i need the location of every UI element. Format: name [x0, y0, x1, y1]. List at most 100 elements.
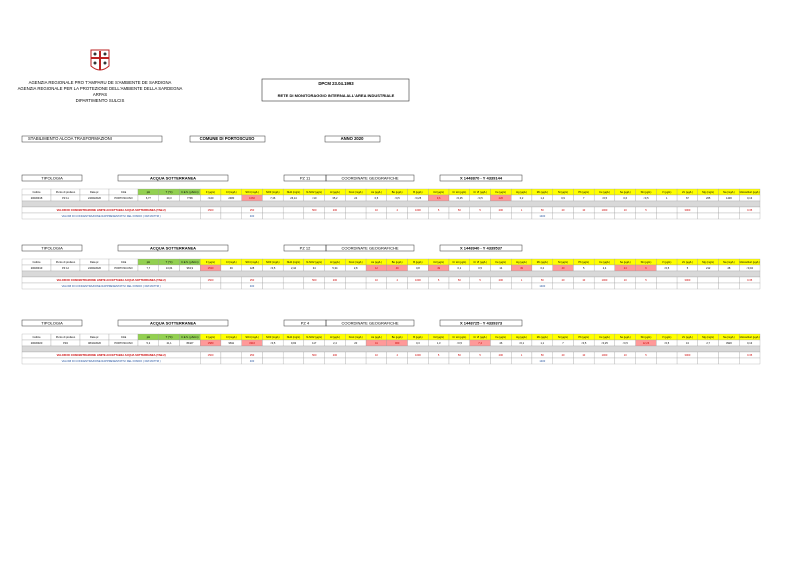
column-header: C.E.S. (µS/cm) — [181, 335, 198, 339]
background-value-cell — [635, 212, 657, 220]
background-value-cell — [303, 282, 325, 290]
column-header: Mg (mg/L) — [702, 335, 714, 339]
column-header: Mn (µg/L) — [537, 335, 548, 339]
background-value: 1400 — [539, 214, 545, 218]
info-cell — [324, 135, 381, 143]
column-header: Cu (µg/L) — [599, 335, 610, 339]
column-header: B (µg/L) — [413, 335, 422, 339]
limit-value: 5 — [438, 208, 440, 212]
column-header: Sb (µg/L) — [641, 260, 652, 264]
background-value-cell — [220, 282, 242, 290]
background-value-cell — [573, 357, 595, 365]
type: ACQUA SOTTERRANEA — [150, 175, 196, 180]
column-header: Zn (µg/L) — [682, 190, 693, 194]
background-value-cell — [490, 357, 512, 365]
limit-value: 200 — [333, 208, 338, 212]
column-header: Città — [121, 335, 127, 339]
limit-value: 3000 — [685, 353, 691, 357]
coords-cell — [439, 174, 523, 182]
limit-value: 10 — [582, 208, 585, 212]
column-header: Cl (mg/L) — [226, 335, 237, 339]
background-value: 400 — [250, 214, 255, 218]
background-value-cell — [282, 282, 305, 290]
background-value-cell — [303, 212, 325, 220]
value: 9,93 — [291, 341, 297, 345]
limit-value: 0.35 — [747, 353, 753, 357]
column-header: Na (mg/L) — [723, 335, 735, 339]
column-header: Cr VI (µg/L) — [473, 260, 487, 264]
column-header: Ni (µg/L) — [558, 335, 568, 339]
column-header: Be (µg/L) — [392, 260, 403, 264]
limit-value: 1500 — [208, 353, 214, 357]
value: 7,7 — [147, 266, 151, 270]
limit-value-cell — [345, 351, 367, 359]
value: 7 — [583, 196, 585, 200]
background-value-cell — [490, 212, 512, 220]
value: <10 — [312, 196, 317, 200]
background-value-cell — [676, 282, 698, 290]
value: PZ4 — [63, 341, 68, 345]
column-header: Se (µg/L) — [620, 190, 631, 194]
background-value-cell — [428, 357, 450, 365]
limit-value: 3000 — [685, 278, 691, 282]
limit-value-cell — [656, 276, 678, 284]
value: 5,34 — [332, 266, 338, 270]
column-header: V (µg/L) — [662, 190, 671, 194]
background-value-cell — [407, 212, 429, 220]
limit-value: 50 — [458, 353, 461, 357]
background-value-cell — [697, 282, 719, 290]
value: 3920 — [726, 341, 732, 345]
background-value-cell — [386, 212, 408, 220]
background-value-cell — [552, 282, 574, 290]
background-value: 400 — [250, 359, 255, 363]
value: <0,04 — [746, 266, 753, 270]
column-header: N-tot (mg/L) — [349, 335, 363, 339]
limit-value-cell — [697, 351, 719, 359]
title-box — [261, 78, 410, 102]
background-value-cell — [593, 212, 616, 220]
limit-value: 1000 — [602, 208, 608, 212]
column-header: T (°C) — [166, 260, 173, 264]
limit-value: 200 — [333, 278, 338, 282]
value: 0,6 — [623, 196, 627, 200]
limit-value-cell — [282, 206, 305, 214]
background-value-cell — [345, 282, 367, 290]
column-header: V (µg/L) — [662, 335, 671, 339]
column-header: Data pr. — [90, 260, 99, 264]
limit-value-cell — [262, 206, 284, 214]
limit-value-cell — [220, 276, 242, 284]
limit-value: 5 — [438, 278, 440, 282]
coords-cell — [439, 244, 523, 252]
column-header: Al (µg/L) — [330, 335, 340, 339]
column-header: Fe (µg/L) — [496, 335, 507, 339]
coords: X 1448725 - Y 4339373 — [460, 320, 503, 325]
background-value-cell — [697, 357, 719, 365]
limit-value: 200 — [333, 353, 338, 357]
column-header: Mn (µg/L) — [537, 260, 548, 264]
value: 1430 — [726, 196, 732, 200]
coord-label: COORDINATE GEOGRAFICHE — [341, 245, 398, 250]
background-value-cell — [469, 357, 491, 365]
background-value-cell — [345, 357, 367, 365]
value: 1530 — [208, 266, 214, 270]
limit-value: 5 — [479, 208, 481, 212]
background-value-cell — [718, 212, 740, 220]
coord-label-cell — [325, 319, 415, 327]
background-value-cell — [573, 282, 595, 290]
column-header: NO3 (mg/L) — [266, 260, 280, 264]
column-header: Pb (µg/L) — [578, 260, 589, 264]
column-header: Mg (mg/L) — [702, 190, 714, 194]
value: 6 — [645, 266, 647, 270]
background-value-cell — [324, 357, 346, 365]
column-header: Cd (µg/L) — [433, 190, 444, 194]
background-value-cell — [552, 357, 574, 365]
limit-value: 50 — [541, 353, 544, 357]
value: 0,1 — [458, 266, 462, 270]
column-header: Codice — [32, 260, 41, 264]
type: ACQUA SOTTERRANEA — [150, 320, 196, 325]
subtitle: RETE DI MONITORAGGIO INTERNA ALL'AREA IN… — [278, 93, 395, 98]
background-value-cell — [573, 212, 595, 220]
column-header: Zn (µg/L) — [682, 260, 693, 264]
background-value-cell — [220, 357, 242, 365]
column-header: NH4 (mg/L) — [287, 335, 301, 339]
